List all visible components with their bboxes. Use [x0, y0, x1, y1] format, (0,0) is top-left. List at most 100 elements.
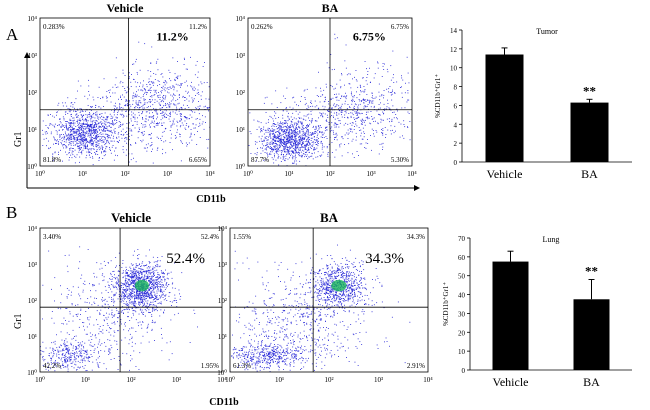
flow-dot	[193, 309, 195, 311]
flow-dot	[134, 107, 135, 109]
flow-dot	[341, 114, 342, 116]
flow-dot	[275, 137, 277, 139]
flow-dot	[142, 261, 144, 263]
flow-dot	[68, 110, 70, 112]
flow-dot	[323, 89, 325, 91]
flow-dot	[283, 151, 285, 153]
flow-dot	[416, 82, 417, 83]
flow-dot	[287, 140, 289, 142]
flow-dot	[85, 147, 87, 149]
flow-dot	[140, 299, 142, 301]
flow-dot	[87, 126, 89, 128]
flow-dot	[122, 134, 124, 136]
flow-dot	[100, 133, 102, 135]
flow-dot	[152, 301, 154, 303]
flow-dot	[90, 296, 92, 298]
flow-dot	[169, 86, 171, 88]
flow-dot	[203, 82, 205, 84]
flow-dot	[344, 84, 345, 86]
flow-dot	[378, 113, 379, 115]
flow-dot	[353, 157, 355, 158]
flow-dot	[96, 126, 97, 128]
flow-dot	[124, 275, 126, 277]
flow-dot	[118, 108, 120, 110]
flow-dot	[341, 96, 343, 98]
flow-dot	[283, 142, 285, 143]
flow-dot	[81, 345, 83, 347]
flow-dot	[380, 118, 382, 120]
flow-dot	[85, 119, 87, 121]
flow-dot	[129, 290, 131, 292]
flow-dot	[286, 135, 288, 137]
flow-dot	[72, 320, 74, 322]
flow-dot	[96, 144, 98, 145]
flow-dot	[110, 359, 112, 360]
flow-dot	[289, 125, 291, 126]
flow-dot	[124, 280, 126, 281]
flow-dot	[110, 115, 112, 117]
flow-dot	[122, 288, 124, 290]
flow-dot	[397, 110, 398, 112]
flow-dot	[305, 144, 307, 146]
flow-dot	[283, 143, 285, 145]
flow-dot	[203, 106, 205, 108]
flow-dot	[276, 148, 278, 150]
flow-dot	[149, 134, 151, 136]
flow-dot	[96, 319, 97, 321]
flow-dot	[149, 262, 150, 264]
flow-dot	[103, 139, 105, 141]
flow-dot	[314, 132, 316, 134]
flow-dot	[102, 139, 103, 141]
flow-dot	[106, 300, 108, 302]
flow-dot	[122, 270, 124, 272]
flow-dot	[159, 297, 161, 299]
flow-dot	[191, 110, 192, 112]
flow-dot	[76, 129, 78, 131]
flow-dot	[96, 151, 98, 152]
flow-dot	[393, 132, 395, 134]
flow-dot	[283, 147, 285, 149]
flow-dot	[86, 126, 88, 128]
flow-dot	[285, 158, 287, 159]
flow-dot	[291, 157, 293, 159]
flow-dot	[285, 138, 287, 140]
flow-dot	[149, 99, 151, 101]
flow-dot	[366, 99, 368, 101]
flow-dot	[160, 283, 161, 285]
flow-dot	[226, 117, 227, 118]
flow-dot	[300, 122, 302, 124]
flow-dot	[131, 153, 133, 155]
flow-dot	[271, 130, 273, 132]
flow-dot	[396, 117, 397, 119]
flow-dot	[96, 111, 98, 113]
flow-dot	[78, 145, 80, 146]
flow-dot	[160, 101, 162, 103]
flow-dot	[72, 135, 74, 137]
flow-dot	[131, 274, 133, 276]
flow-dot	[142, 104, 144, 106]
flow-dot	[302, 149, 303, 151]
flow-dot	[291, 145, 293, 147]
flow-dot	[111, 146, 113, 148]
flow-dot	[173, 103, 175, 105]
flow-dot	[144, 88, 146, 90]
flow-dot	[77, 138, 79, 140]
flow-dot	[364, 105, 366, 107]
flow-dot	[138, 105, 140, 106]
flow-dot	[130, 301, 132, 303]
flow-dot	[274, 140, 276, 142]
flow-dot	[298, 121, 299, 123]
flow-dot	[123, 290, 125, 292]
flow-dot	[279, 135, 280, 137]
flow-dot	[286, 130, 288, 132]
flow-dot	[131, 338, 133, 339]
flow-dot	[141, 265, 143, 267]
flow-dot	[145, 305, 146, 307]
flow-dot	[143, 131, 145, 132]
flow-dot	[49, 124, 51, 126]
flow-dot	[152, 256, 154, 258]
flow-dot	[372, 95, 373, 97]
flow-dot	[54, 152, 56, 154]
flow-dot	[366, 116, 368, 118]
flow-dot	[140, 294, 142, 296]
